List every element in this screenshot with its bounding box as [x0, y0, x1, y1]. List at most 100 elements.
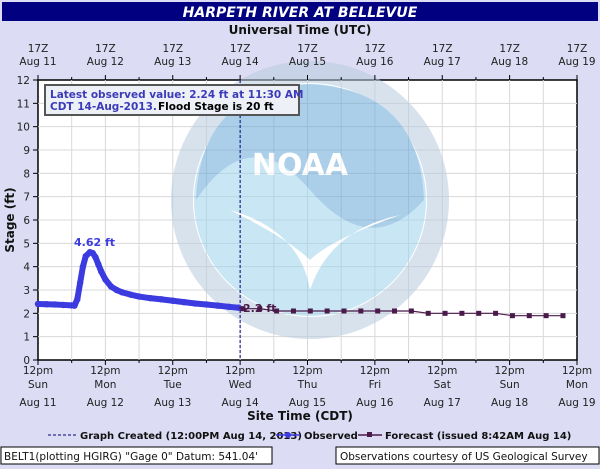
observed-point: [203, 301, 210, 308]
top-tick-label: 17Z: [432, 43, 453, 55]
y-tick-label: 12: [17, 75, 30, 87]
bottom-tick-label: Aug 16: [356, 397, 394, 409]
bottom-tick-label: Wed: [229, 379, 252, 391]
bottom-tick-label: Aug 19: [558, 397, 595, 409]
forecast-point: [425, 310, 431, 316]
y-tick-label: 2: [23, 308, 30, 320]
legend-forecast-marker: [367, 432, 372, 437]
bottom-tick-label: Mon: [94, 379, 116, 391]
observed-point: [60, 301, 67, 309]
forecast-point: [307, 308, 313, 314]
observed-point: [135, 293, 143, 300]
forecast-point: [375, 308, 381, 314]
top-tick-label: Aug 17: [424, 56, 461, 68]
top-tick-label: 17Z: [365, 43, 386, 55]
forecast-point: [442, 310, 448, 316]
footer-credit-box: [335, 446, 600, 465]
info-date: CDT 14-Aug-2013.: [50, 101, 157, 113]
info-latest-value: Latest observed value: 2.24 ft at 11:30 …: [50, 89, 303, 101]
top-tick-label: Aug 16: [356, 56, 394, 68]
top-tick-label: 17Z: [230, 43, 251, 55]
top-tick-label: Aug 19: [558, 56, 595, 68]
bottom-tick-label: 12pm: [360, 365, 390, 377]
top-tick-label: Aug 14: [222, 56, 260, 68]
bottom-tick-label: Aug 15: [289, 397, 326, 409]
observed-point: [95, 261, 102, 268]
y-tick-label: 10: [17, 122, 30, 134]
top-tick-label: 17Z: [95, 43, 116, 55]
y-tick-label: 3: [23, 285, 30, 297]
top-tick-label: 17Z: [567, 43, 588, 55]
observed-point: [79, 263, 87, 270]
legend-created: Graph Created (12:00PM Aug 14, 2013): [80, 431, 302, 442]
forecast-start-annotation: 2.2 ft: [243, 302, 276, 315]
observed-point: [158, 296, 165, 303]
legend: Graph Created (12:00PM Aug 14, 2013) Obs…: [48, 431, 571, 442]
observed-point: [43, 301, 50, 308]
forecast-point: [526, 313, 532, 319]
forecast-point: [290, 308, 296, 314]
y-tick-label: 6: [23, 215, 30, 227]
noaa-watermark: NOAA: [171, 61, 449, 339]
forecast-point: [341, 308, 347, 314]
forecast-point: [274, 308, 280, 314]
observed-point: [71, 302, 78, 309]
y-tick-label: 11: [17, 98, 30, 110]
y-axis-label: Stage (ft): [3, 187, 17, 252]
top-axis-label: Universal Time (UTC): [229, 23, 372, 37]
observed-point: [147, 294, 154, 302]
observed-point: [97, 268, 105, 275]
observed-point: [180, 298, 188, 306]
legend-observed-marker: [285, 432, 291, 438]
chart-title: HARPETH RIVER AT BELLEVUE: [183, 5, 418, 21]
bottom-tick-label: Aug 17: [424, 397, 461, 409]
forecast-point: [543, 313, 549, 319]
y-tick-label: 0: [23, 355, 30, 367]
observed-point: [76, 279, 84, 287]
forecast-point: [476, 310, 482, 316]
bottom-tick-label: 12pm: [225, 365, 255, 377]
legend-forecast: Forecast (issued 8:42AM Aug 14): [385, 431, 571, 442]
bottom-tick-label: Sun: [500, 379, 520, 391]
bottom-tick-label: 12pm: [158, 365, 188, 377]
observed-point: [82, 252, 89, 260]
forecast-series: [238, 306, 566, 319]
top-tick-label: 17Z: [297, 43, 318, 55]
bottom-tick-label: Tue: [163, 379, 182, 391]
observed-point: [225, 303, 233, 310]
bottom-tick-label: Sat: [434, 379, 451, 391]
observed-point: [192, 300, 199, 307]
bottom-tick-label: Thu: [297, 379, 318, 391]
forecast-point: [392, 308, 398, 314]
forecast-point: [324, 308, 330, 314]
svg-text:NOAA: NOAA: [252, 148, 349, 183]
observed-point: [74, 296, 81, 303]
y-tick-label: 4: [23, 262, 30, 274]
observed-point: [113, 286, 120, 294]
bottom-tick-label: Aug 14: [222, 397, 260, 409]
footer-credit: Observations courtesy of US Geological S…: [340, 451, 588, 463]
forecast-point: [358, 308, 364, 314]
bottom-tick-label: 12pm: [90, 365, 120, 377]
observed-point: [34, 300, 42, 308]
info-flood-stage: Flood Stage is 20 ft: [158, 101, 274, 113]
bottom-tick-label: Aug 13: [154, 397, 191, 409]
x-axis-label: Site Time (CDT): [247, 409, 353, 423]
top-tick-label: Aug 12: [87, 56, 124, 68]
y-tick-label: 1: [23, 332, 30, 344]
top-tick-label: 17Z: [499, 43, 520, 55]
bottom-tick-label: Aug 12: [87, 397, 124, 409]
top-tick-label: 17Z: [162, 43, 183, 55]
bottom-tick-label: 12pm: [494, 365, 524, 377]
observed-point: [214, 302, 221, 309]
footer-datum: BELT1(plotting HGIRG) "Gage 0" Datum: 54…: [4, 451, 258, 463]
forecast-point: [509, 313, 515, 319]
bottom-tick-label: Mon: [566, 379, 588, 391]
bottom-tick-label: Aug 11: [19, 397, 56, 409]
forecast-point: [240, 306, 246, 312]
top-tick-label: Aug 11: [19, 56, 56, 68]
bottom-tick-label: Aug 18: [491, 397, 528, 409]
y-tick-label: 8: [23, 168, 30, 180]
bottom-tick-label: 12pm: [292, 365, 322, 377]
